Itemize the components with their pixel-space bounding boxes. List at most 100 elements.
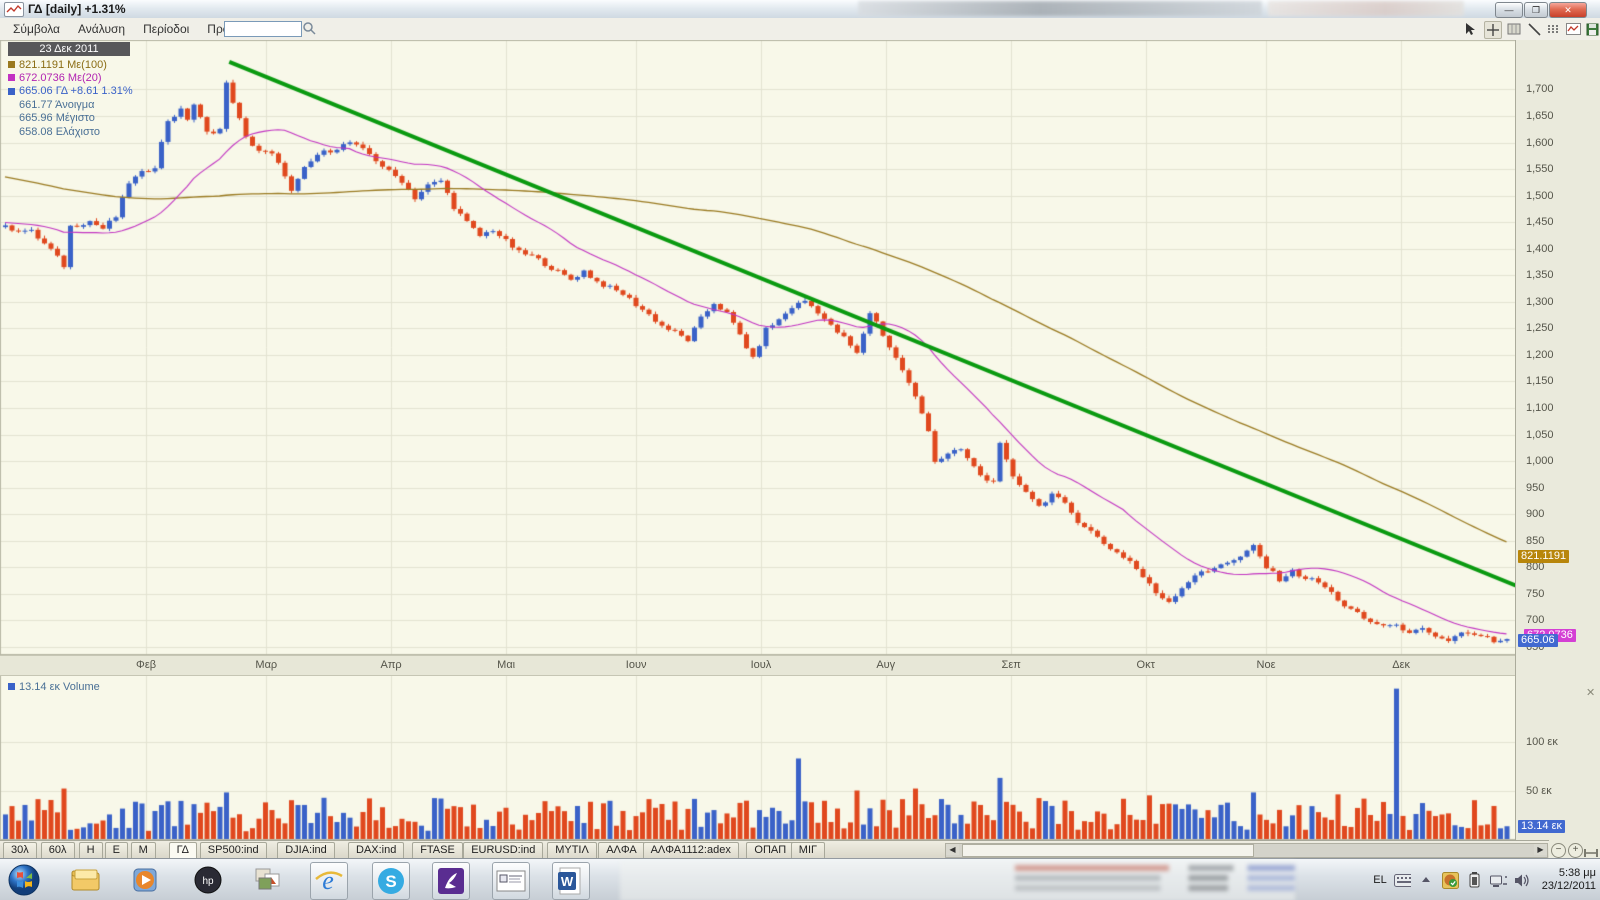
price-tick-1150: 1,150 <box>1526 375 1554 388</box>
cursor-date-label: 23 Δεκ 2011 <box>8 42 130 56</box>
fit-width-icon[interactable] <box>1584 845 1598 863</box>
taskbar-picture-manager-icon[interactable] <box>250 862 286 898</box>
price-tick-1600: 1,600 <box>1526 136 1554 149</box>
tab-ΓΔ[interactable]: ΓΔ <box>168 842 197 859</box>
tab-ΑΛΦΑ1112:adex[interactable]: ΑΛΦΑ1112:adex <box>642 842 739 859</box>
taskbar-notes-app-icon[interactable] <box>492 862 530 900</box>
trendline-icon[interactable] <box>1526 21 1542 37</box>
background-window-rows <box>1015 863 1295 899</box>
zoom-out-button[interactable]: − <box>1551 843 1566 858</box>
svg-text:S: S <box>385 872 396 891</box>
price-tick-1050: 1,050 <box>1526 428 1554 441</box>
volume-legend-text: 13.14 εκ Volume <box>19 680 100 693</box>
volume-icon[interactable] <box>1514 873 1531 888</box>
price-axis: 650 700 750 800 850 900 950 1,000 1,050 1,100 1,15… <box>1515 40 1600 858</box>
tab-EURUSD:ind[interactable]: EURUSD:ind <box>463 842 544 859</box>
month-tick-Σεπ: Σεπ <box>1001 659 1021 671</box>
clock[interactable]: 5:38 μμ 23/12/2011 <box>1542 867 1596 893</box>
tab-FTASE[interactable]: FTASE <box>412 842 463 859</box>
month-tick-Αυγ: Αυγ <box>876 659 896 671</box>
price-tick-1650: 1,650 <box>1526 109 1554 122</box>
taskbar-media-player-icon[interactable] <box>128 862 164 898</box>
save-icon[interactable] <box>1584 21 1600 37</box>
hidden-icons-arrow[interactable] <box>1418 873 1435 888</box>
taskbar-purple-app-icon[interactable] <box>432 862 470 900</box>
legend-row-4: 665.96 Μέγιστο <box>19 112 95 125</box>
menu-1[interactable]: Ανάλυση <box>78 22 126 36</box>
price-tick-950: 950 <box>1526 481 1545 494</box>
price-tick-900: 900 <box>1526 508 1545 521</box>
search-icon[interactable] <box>302 21 316 35</box>
price-tick-700: 700 <box>1526 614 1545 627</box>
taskbar-explorer-icon[interactable] <box>68 862 104 898</box>
month-tick-Φεβ: Φεβ <box>136 659 157 671</box>
tab-Η[interactable]: Η <box>78 842 103 859</box>
volume-tick-50: 50 εκ <box>1526 784 1552 797</box>
legend-row-2: 665.06 ΓΔ +8.61 1.31% <box>8 85 133 98</box>
crosshair-icon[interactable] <box>1484 21 1502 39</box>
pointer-icon[interactable] <box>1462 21 1478 37</box>
svg-text:e: e <box>322 866 334 895</box>
price-tick-850: 850 <box>1526 534 1545 547</box>
dots-icon[interactable] <box>1546 21 1562 37</box>
menu-0[interactable]: Σύμβολα <box>13 22 60 36</box>
tab-ΟΠΑΠ[interactable]: ΟΠΑΠ <box>746 842 795 859</box>
tab-DJIA:ind[interactable]: DJIA:ind <box>277 842 335 859</box>
search-input[interactable] <box>224 21 302 37</box>
price-tick-1300: 1,300 <box>1526 295 1554 308</box>
scrollbar-thumb[interactable] <box>962 844 1254 857</box>
price-tick-750: 750 <box>1526 587 1545 600</box>
antivirus-icon[interactable] <box>1441 871 1459 889</box>
price-tick-800: 800 <box>1526 561 1545 574</box>
tab-SP500:ind[interactable]: SP500:ind <box>199 842 267 859</box>
restore-button[interactable]: ❐ <box>1524 2 1548 18</box>
tab-ΑΛΦΑ[interactable]: ΑΛΦΑ <box>598 842 645 859</box>
grid-icon[interactable] <box>1506 21 1522 37</box>
taskbar-internet-explorer-icon[interactable]: e <box>310 862 348 900</box>
legend-row-1: 672.0736 Με(20) <box>8 71 102 84</box>
zoom-in-button[interactable]: + <box>1568 843 1583 858</box>
price-tick-1100: 1,100 <box>1526 402 1554 415</box>
language-indicator[interactable]: EL <box>1373 874 1387 886</box>
taskbar-start-orb-icon[interactable] <box>6 862 42 898</box>
taskbar-skype-icon[interactable]: S <box>372 862 410 900</box>
month-tick-Νοε: Νοε <box>1256 659 1276 671</box>
tab-60λ[interactable]: 60λ <box>40 842 75 859</box>
legend-swatch-icon <box>8 74 15 82</box>
title-bar: ΓΔ [daily] +1.31% — ❐ ✕ <box>0 0 1600 19</box>
tray-date: 23/12/2011 <box>1541 880 1596 892</box>
scroll-left-icon[interactable]: ◀ <box>946 844 959 855</box>
tab-30λ[interactable]: 30λ <box>3 842 37 859</box>
price-tick-1450: 1,450 <box>1526 216 1554 229</box>
price-chart[interactable] <box>0 40 1516 655</box>
taskbar-hp-icon[interactable]: hp <box>190 862 226 898</box>
month-tick-Δεκ: Δεκ <box>1392 659 1411 671</box>
background-window-fragment <box>858 1 1262 16</box>
price-tick-1500: 1,500 <box>1526 189 1554 202</box>
system-tray: EL 5:38 μμ 23/12/2011 <box>1373 859 1596 900</box>
minimize-button[interactable]: — <box>1495 2 1523 18</box>
chart-icon[interactable] <box>1565 21 1581 37</box>
volume-chart[interactable] <box>0 674 1516 840</box>
battery-icon[interactable] <box>1466 872 1483 888</box>
tab-Μ[interactable]: Μ <box>130 842 156 859</box>
close-button[interactable]: ✕ <box>1549 2 1587 18</box>
volume-tag: 13.14 εκ <box>1518 820 1565 833</box>
tab-ΜΙΓ[interactable]: ΜΙΓ <box>790 842 826 859</box>
volume-close-icon[interactable]: ✕ <box>1586 687 1596 699</box>
menu-2[interactable]: Περίοδοι <box>143 22 190 36</box>
price-tick-1200: 1,200 <box>1526 348 1554 361</box>
network-icon[interactable] <box>1489 873 1507 888</box>
taskbar-word-icon[interactable]: W <box>552 862 590 900</box>
time-axis: Φεβ Μαρ Απρ Μαι Ιουν Ιουλ Αυγ Σεπ Οκτ Νοε Δεκ <box>0 655 1600 676</box>
keyboard-icon[interactable] <box>1393 873 1411 888</box>
tab-DAX:ind[interactable]: DAX:ind <box>348 842 405 859</box>
background-window-fragment <box>1268 1 1464 16</box>
price-tick-1400: 1,400 <box>1526 242 1554 255</box>
horizontal-scrollbar[interactable]: ◀ ▶ <box>945 843 1548 858</box>
scroll-right-icon[interactable]: ▶ <box>1534 844 1547 855</box>
month-tick-Απρ: Απρ <box>380 659 402 671</box>
price-tick-1350: 1,350 <box>1526 269 1554 282</box>
tab-ΜΥΤΙΛ[interactable]: ΜΥΤΙΛ <box>547 842 597 859</box>
tab-Ε[interactable]: Ε <box>104 842 128 859</box>
